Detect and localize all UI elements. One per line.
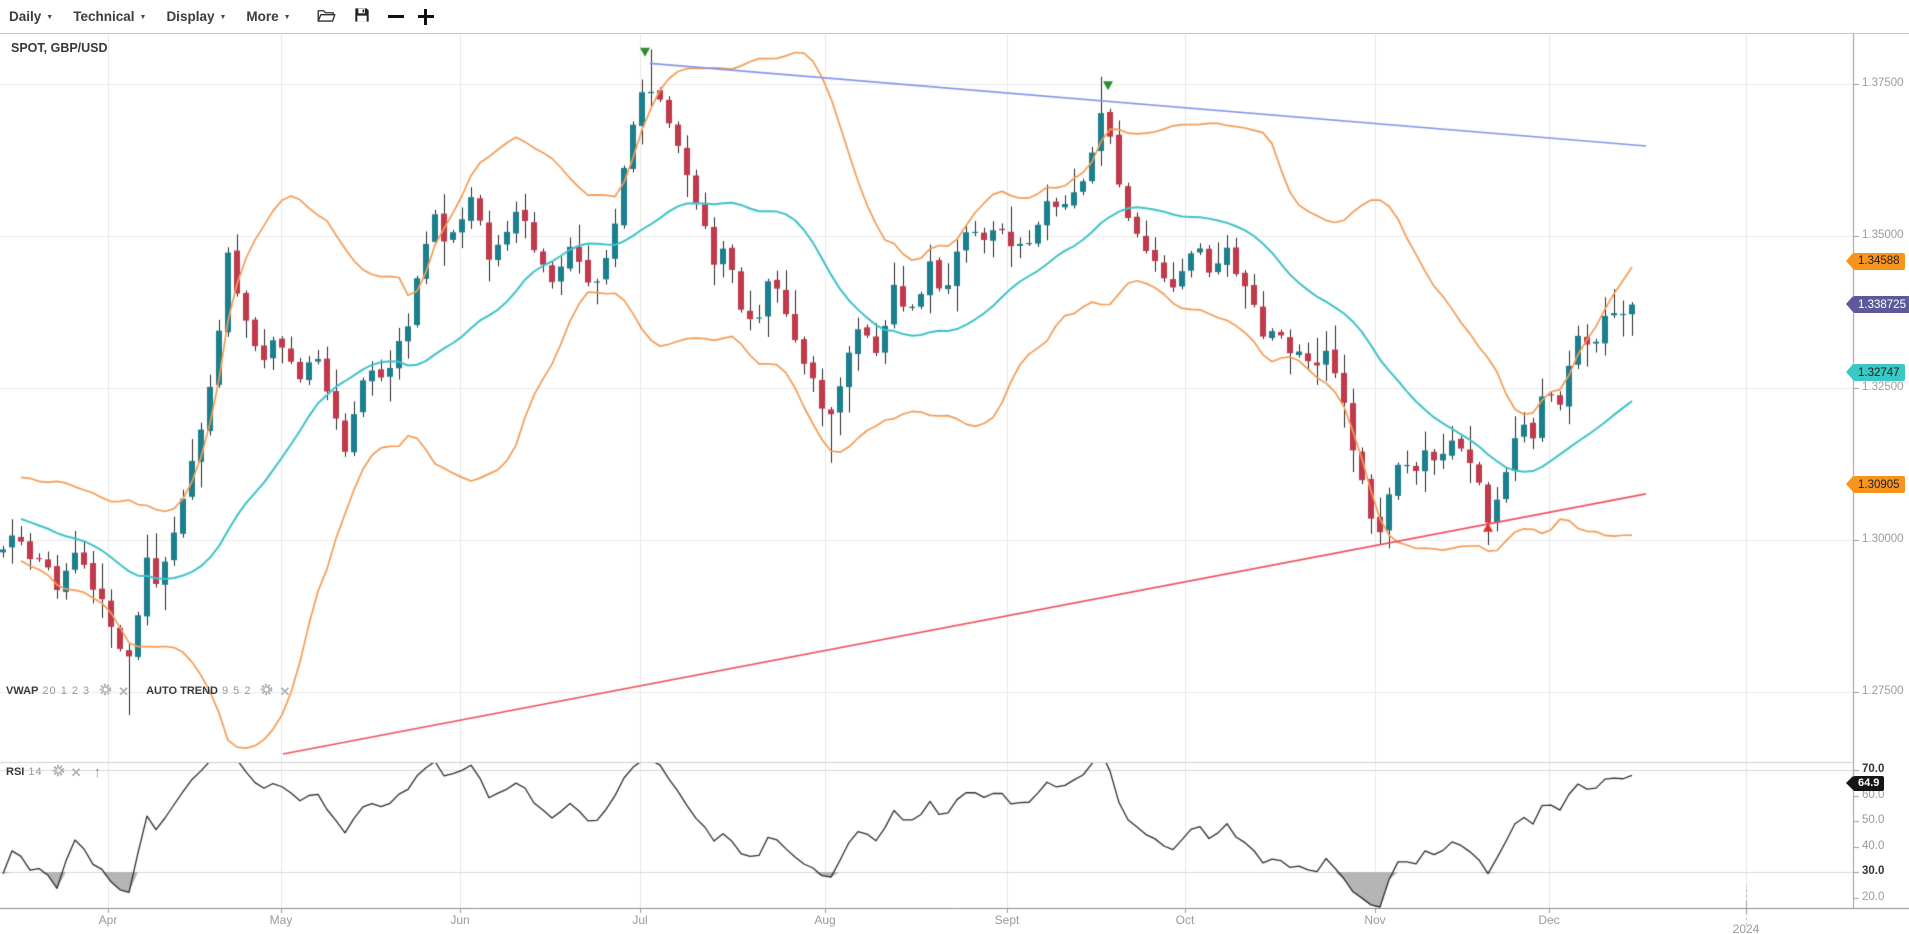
minus-icon [387,14,404,19]
tag-text: 1.338725 [1858,298,1906,311]
symbol-label: SPOT, GBP/USD [11,41,108,55]
chevron-down-icon: ▼ [46,14,54,21]
price-axis-label: 1.37500 [1862,77,1904,89]
close-icon: ✕ [70,764,82,780]
menu-display[interactable]: Display ▼ [166,9,226,24]
rsi-axis-label: 50.0 [1862,814,1885,826]
vwap-legend-name: VWAP [6,685,39,697]
menu-technical-label: Technical [73,9,135,24]
vwap-legend-params: 20 1 2 3 [42,685,91,697]
time-axis-label: Jun [450,913,470,927]
price-axis-label: 1.35000 [1862,229,1904,241]
menu-timeframe-label: Daily [9,9,42,24]
menu-technical[interactable]: Technical ▼ [73,9,146,24]
price-axis-label: 1.27500 [1862,685,1904,697]
rsi-axis-label: 30.0 [1862,865,1885,877]
chevron-down-icon: ▼ [139,14,147,21]
price-axis-label: 1.30000 [1862,533,1904,545]
rsi-legend-name: RSI [6,766,25,778]
tag-text: 1.32747 [1858,366,1900,379]
rsi-axis-label: 20.0 [1862,890,1885,903]
price-tag: 1.30905 [1846,476,1905,494]
time-axis-label: Aug [814,913,836,927]
gear-icon [99,683,112,699]
arrow-up-icon: ↑ [93,763,102,781]
price-axis-label: 1.32500 [1862,381,1904,393]
rsi-move-up-button[interactable]: ↑ [88,764,102,781]
time-axis-label: Oct [1175,913,1195,927]
time-axis-label: Sept [994,913,1020,927]
chevron-down-icon: ▼ [283,14,291,21]
overlay-legend-row: VWAP 20 1 2 3 ✕ AUTO TREND 9 5 2 ✕ [6,683,293,699]
time-axis-label: Jul [632,913,648,927]
menu-timeframe[interactable]: Daily ▼ [9,9,53,24]
open-chart-button[interactable] [317,0,336,33]
tag-arrow [1846,476,1853,493]
close-icon: ✕ [279,683,291,699]
tag-arrow [1846,252,1853,269]
price-tag: 1.34588 [1846,252,1905,270]
rsi-value-tag: 64.9 [1846,775,1885,791]
rsi-axis-label: 60.0 [1862,788,1885,801]
autotrend-settings-button[interactable] [260,683,273,699]
tag-arrow [1846,364,1853,381]
time-axis-label: May [269,913,293,927]
tag-text: 1.34588 [1858,255,1900,268]
zoom-in-button[interactable] [417,0,434,33]
chevron-down-icon: ▼ [219,14,227,21]
price-tag: 1.338725 [1846,296,1909,314]
tag-text: 64.9 [1858,777,1880,789]
rsi-legend-row: RSI 14 ✕ ↑ [6,764,104,781]
vwap-settings-button[interactable] [99,683,112,699]
time-axis-label: Dec [1538,913,1560,927]
gear-icon [52,764,65,780]
vwap-remove-button[interactable]: ✕ [118,683,130,699]
menu-more[interactable]: More ▼ [246,9,290,24]
open-folder-icon [317,8,336,26]
menu-display-label: Display [166,9,215,24]
autotrend-legend-name: AUTO TREND [146,685,218,697]
menu-more-label: More [246,9,279,24]
time-axis-label: Apr [98,913,118,927]
rsi-legend-params: 14 [28,766,43,778]
save-chart-button[interactable] [354,0,370,33]
toolbar: Daily ▼ Technical ▼ Display ▼ More ▼ [0,0,1909,34]
close-icon: ✕ [118,683,130,699]
gear-icon [260,683,273,699]
price-tag: 1.32747 [1846,364,1905,382]
tag-arrow [1846,775,1853,790]
rsi-settings-button[interactable] [52,764,65,780]
time-axis-label: Nov [1364,913,1386,927]
rsi-axis-label: 40.0 [1862,839,1885,852]
zoom-out-button[interactable] [387,0,404,33]
tag-arrow [1846,296,1853,313]
autotrend-remove-button[interactable]: ✕ [279,683,291,699]
tag-text: 1.30905 [1858,478,1900,491]
autotrend-legend-params: 9 5 2 [222,685,252,697]
save-icon [354,7,370,26]
plus-icon [417,8,434,25]
rsi-axis-label: 70.0 [1862,763,1885,775]
time-axis-year-label: 2024 [1732,922,1760,934]
rsi-remove-button[interactable]: ✕ [70,764,82,780]
